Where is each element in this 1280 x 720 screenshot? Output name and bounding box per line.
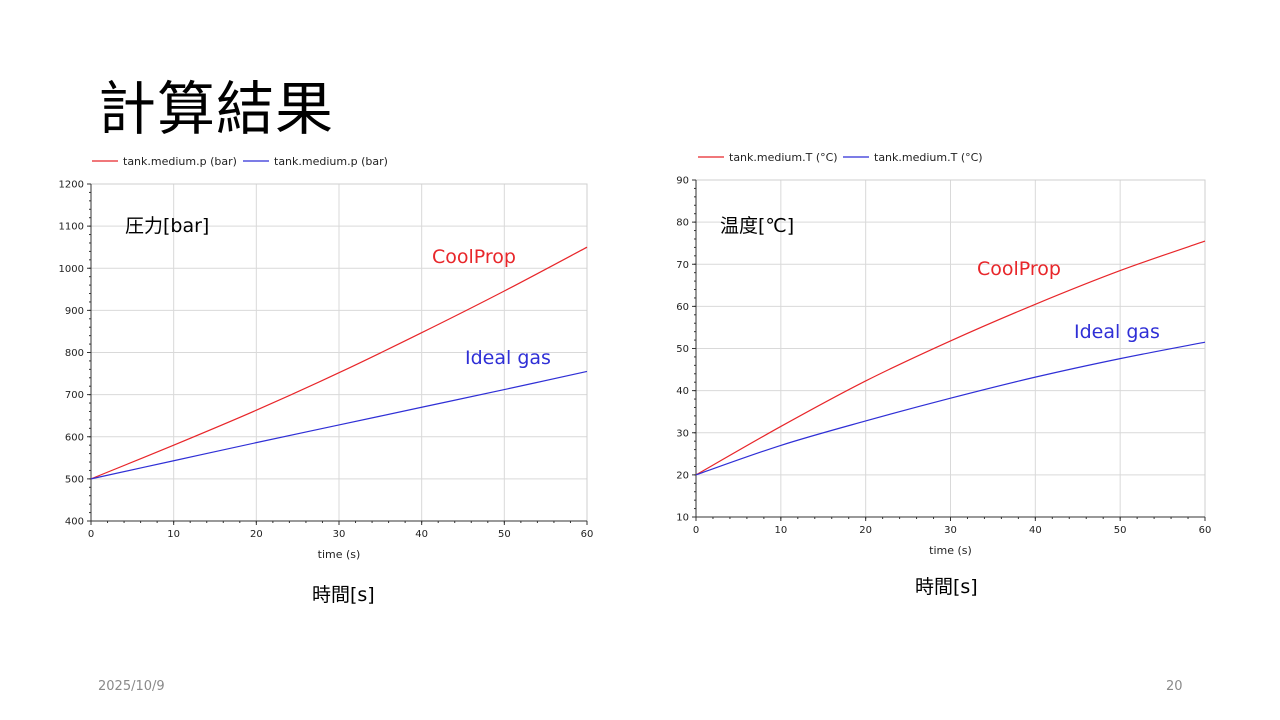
x-axis-label: time (s): [929, 544, 972, 557]
temperature-idealgas-label: Ideal gas: [1074, 321, 1160, 343]
pressure-coolprop-label: CoolProp: [432, 246, 516, 268]
x-tick-label: 40: [1029, 525, 1042, 536]
pressure-idealgas-label: Ideal gas: [465, 347, 551, 369]
x-tick-label: 50: [1114, 525, 1127, 536]
y-tick-label: 80: [676, 218, 689, 229]
x-tick-label: 40: [415, 529, 428, 540]
y-tick-label: 50: [676, 344, 689, 355]
y-tick-label: 1100: [59, 222, 84, 233]
series-line-1: [90, 370, 588, 480]
x-tick-label: 0: [88, 529, 94, 540]
x-tick-label: 60: [581, 529, 594, 540]
legend-label-0: tank.medium.T (°C): [729, 151, 838, 164]
temperature-coolprop-label: CoolProp: [977, 258, 1061, 280]
pressure-below-label: 時間[s]: [312, 584, 375, 606]
x-tick-label: 30: [333, 529, 346, 540]
series-line-1: [695, 341, 1206, 476]
x-tick-label: 30: [944, 525, 957, 536]
y-tick-label: 40: [676, 386, 689, 397]
slide-page-number: 20: [1166, 679, 1183, 694]
y-tick-label: 1200: [59, 180, 84, 191]
x-axis-label: time (s): [318, 548, 361, 561]
y-tick-label: 90: [676, 176, 689, 187]
y-tick-label: 10: [676, 513, 689, 524]
legend-label-1: tank.medium.p (bar): [274, 155, 388, 168]
y-tick-label: 400: [65, 517, 84, 528]
temperature-ylabel-annotation: 温度[℃]: [720, 215, 795, 237]
legend-label-1: tank.medium.T (°C): [874, 151, 983, 164]
y-tick-label: 500: [65, 474, 84, 485]
pressure-ylabel-annotation: 圧力[bar]: [125, 215, 210, 237]
x-tick-label: 20: [250, 529, 263, 540]
y-tick-label: 600: [65, 432, 84, 443]
x-tick-label: 10: [774, 525, 787, 536]
temperature-below-label: 時間[s]: [915, 576, 978, 598]
series-line-0: [90, 246, 588, 480]
y-tick-label: 70: [676, 260, 689, 271]
x-tick-label: 10: [167, 529, 180, 540]
x-tick-label: 60: [1199, 525, 1212, 536]
series-line-0: [695, 240, 1206, 476]
legend-label-0: tank.medium.p (bar): [123, 155, 237, 168]
y-tick-label: 900: [65, 306, 84, 317]
slide-date: 2025/10/9: [98, 679, 165, 694]
y-tick-label: 700: [65, 390, 84, 401]
y-tick-label: 20: [676, 470, 689, 481]
pressure-chart: 0 10 20 30 40 50 60 400 500 600 700 800 900 1000 1100 1…: [59, 155, 594, 561]
temperature-chart: 0 10 20 30 40 50 60 10 20 30 40 50 60 70 80 90 time (s) t…: [676, 151, 1212, 557]
x-tick-label: 20: [859, 525, 872, 536]
x-tick-label: 0: [693, 525, 699, 536]
y-tick-label: 60: [676, 302, 689, 313]
y-tick-label: 800: [65, 348, 84, 359]
x-tick-label: 50: [498, 529, 511, 540]
y-tick-label: 1000: [59, 264, 84, 275]
y-tick-label: 30: [676, 428, 689, 439]
slide-title: 計算結果: [98, 75, 335, 143]
